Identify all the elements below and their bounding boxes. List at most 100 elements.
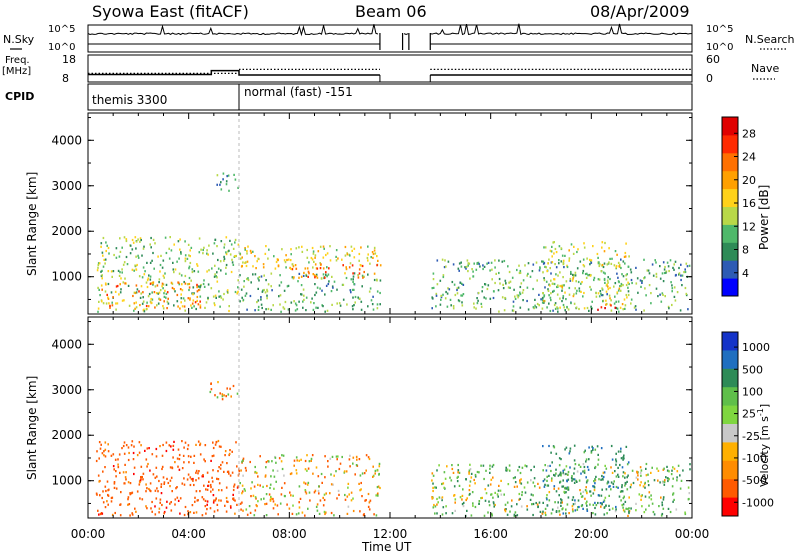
velocity-echo-cell [468, 489, 471, 492]
power-echo-cell [244, 294, 247, 297]
velocity-echo-cell [604, 464, 606, 467]
power-echo-cell [113, 253, 115, 257]
velocity-echo-cell [641, 505, 643, 508]
power-echo-cell [199, 295, 202, 298]
velocity-echo-cell [564, 448, 566, 451]
velocity-echo-cell [149, 482, 152, 485]
velocity-echo-cell [253, 514, 256, 517]
power-echo-cell [461, 294, 464, 297]
velocity-echo-cell [617, 475, 620, 478]
power-echo-cell [153, 291, 156, 294]
velocity-echo-cell [232, 493, 234, 496]
power-echo-cell [303, 298, 305, 301]
power-echo-cell [593, 276, 596, 279]
velocity-echo-cell [375, 494, 377, 497]
velocity-echo-cell [271, 460, 273, 463]
velocity-echo-cell [177, 448, 180, 451]
power-echo-cell [317, 250, 320, 253]
power-echo-cell [616, 307, 619, 310]
velocity-echo-cell [166, 477, 168, 480]
power-echo-cell [234, 255, 236, 258]
velocity-echo-cell [608, 504, 610, 507]
power-echo-cell [360, 308, 363, 311]
power-echo-cell [160, 254, 162, 257]
power-echo-cell [349, 254, 351, 257]
power-echo-cell [111, 304, 114, 307]
power-echo-cell [615, 266, 618, 269]
velocity-echo-cell [315, 505, 318, 508]
velocity-echo-cell [212, 469, 214, 472]
velocity-echo-cell [113, 482, 116, 485]
power-colorbar-swatch [722, 260, 738, 279]
velocity-colorbar-swatch [722, 405, 738, 425]
velocity-echo-cell [596, 445, 599, 448]
velocity-echo-cell [586, 479, 589, 482]
power-echo-cell [279, 294, 282, 297]
velocity-echo-cell [201, 514, 204, 517]
velocity-echo-cell [636, 470, 638, 473]
power-echo-cell [622, 284, 624, 287]
power-echo-cell [622, 275, 625, 278]
power-echo-cell [456, 292, 459, 295]
velocity-echo-cell [179, 497, 182, 500]
power-echo-cell [214, 294, 217, 297]
power-echo-cell [168, 257, 171, 260]
velocity-echo-cell [554, 501, 556, 504]
velocity-colorbar-swatch [722, 497, 738, 517]
velocity-echo-cell [519, 497, 521, 500]
power-echo-cell [564, 291, 566, 294]
power-echo-cell [583, 291, 585, 295]
power-echo-cell [97, 310, 99, 313]
velocity-echo-cell [584, 489, 587, 492]
power-echo-cell [287, 308, 290, 311]
power-echo-cell [520, 282, 523, 285]
velocity-echo-cell [507, 483, 510, 486]
power-echo-cell [562, 284, 564, 287]
velocity-echo-cell [234, 499, 236, 502]
velocity-echo-cell [335, 470, 337, 473]
velocity-echo-cell [241, 492, 243, 495]
nave-ytick-top: 60 [706, 53, 720, 66]
velocity-echo-cell [210, 382, 212, 385]
velocity-echo-cell [600, 505, 602, 508]
power-echo-cell [306, 256, 309, 259]
velocity-echo-cell [605, 467, 608, 470]
velocity-echo-cell [317, 489, 320, 493]
power-echo-cell [571, 279, 574, 282]
power-echo-cell [541, 260, 543, 263]
velocity-echo-cell [628, 510, 630, 513]
velocity-echo-cell [133, 466, 136, 469]
velocity-echo-cell [239, 502, 242, 505]
velocity-echo-cell [492, 476, 494, 479]
power-echo-cell [223, 243, 226, 246]
power-echo-cell [570, 270, 572, 274]
velocity-echo-cell [210, 490, 212, 493]
power-echo-cell [665, 270, 668, 273]
power-echo-cell [458, 300, 461, 303]
velocity-echo-cell [352, 497, 354, 500]
power-echo-cell [564, 254, 566, 257]
power-echo-cell [362, 276, 364, 279]
power-echo-cell [363, 275, 365, 278]
velocity-echo-cell [484, 488, 487, 491]
velocity-echo-cell [603, 499, 606, 502]
power-echo-cell [487, 261, 490, 264]
power-echo-cell [685, 262, 688, 265]
power-echo-cell [331, 275, 333, 278]
power-echo-cell [199, 306, 202, 309]
velocity-echo-cell [235, 441, 237, 444]
velocity-echo-cell [117, 458, 119, 461]
velocity-echo-cell [136, 490, 139, 493]
power-echo-cell [457, 267, 460, 270]
power-echo-cell [373, 249, 376, 252]
velocity-echo-cell [592, 447, 594, 450]
velocity-echo-cell [621, 490, 624, 493]
velocity-echo-cell [189, 483, 192, 487]
power-echo-cell [277, 258, 279, 261]
velocity-echo-cell [565, 512, 567, 515]
velocity-echo-cell [161, 467, 163, 471]
velocity-echo-cell [344, 498, 347, 501]
velocity-echo-cell [160, 485, 162, 488]
power-echo-cell [256, 301, 258, 304]
velocity-echo-cell [465, 498, 467, 502]
